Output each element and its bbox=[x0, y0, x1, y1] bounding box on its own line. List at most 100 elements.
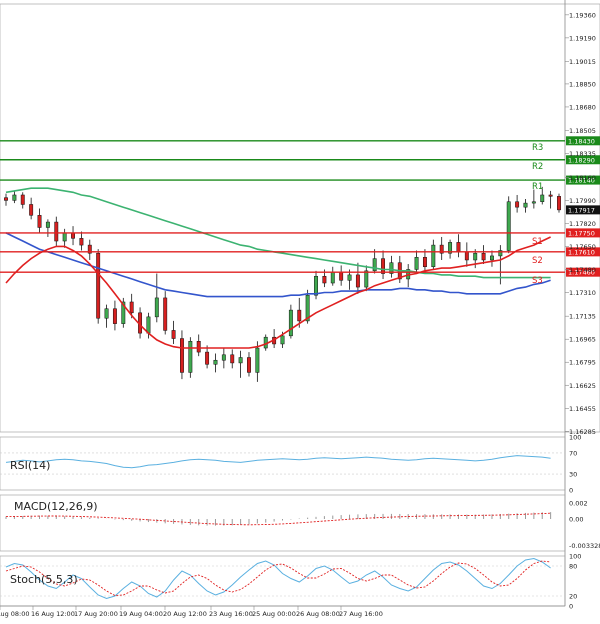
price-tick-label: 1.17310 bbox=[569, 289, 596, 297]
candle-bullish bbox=[490, 255, 494, 261]
candle-bearish bbox=[381, 258, 385, 274]
level-price-tag bbox=[566, 175, 600, 185]
time-tick-label: 20 Aug 12:00 bbox=[163, 610, 207, 618]
candle-bullish bbox=[498, 250, 503, 257]
candle-bullish bbox=[305, 294, 310, 322]
candle-bullish bbox=[12, 194, 17, 201]
price-tick-label: 1.17650 bbox=[569, 243, 596, 251]
candle-bullish bbox=[188, 341, 193, 373]
level-price-tag-label: 1.17610 bbox=[568, 248, 595, 256]
candle-bullish bbox=[221, 354, 226, 361]
level-name-r1: R1 bbox=[532, 182, 543, 192]
rsi-tick-label: 100 bbox=[569, 434, 581, 442]
level-price-tag-label: 1.18430 bbox=[568, 137, 595, 145]
time-tick-label: 26 Aug 08:00 bbox=[296, 610, 340, 618]
level-price-tag-label: 1.17460 bbox=[568, 269, 595, 277]
candle-bullish bbox=[280, 335, 285, 345]
candle-bearish bbox=[87, 244, 92, 254]
price-tick-label: 1.17990 bbox=[569, 197, 596, 205]
candle-bullish bbox=[255, 347, 260, 373]
time-tick-label: 16 Aug 12:00 bbox=[31, 610, 75, 618]
macd-label: MACD(12,26,9) bbox=[14, 500, 98, 513]
candle-bullish bbox=[414, 257, 419, 270]
candle-bearish bbox=[515, 201, 520, 208]
level-name-s2: S2 bbox=[532, 256, 543, 266]
candle-bullish bbox=[372, 258, 377, 272]
stoch-tick-label: 0 bbox=[569, 603, 573, 611]
main-panel-frame bbox=[0, 3, 600, 433]
stoch-panel-frame bbox=[0, 555, 566, 607]
price-tick-label: 1.19190 bbox=[569, 34, 596, 42]
candle-bearish bbox=[129, 301, 134, 314]
rsi-tick-label: 70 bbox=[569, 449, 577, 457]
current-price-tag bbox=[566, 205, 600, 215]
price-tick-label: 1.16455 bbox=[569, 405, 596, 413]
level-price-tag bbox=[566, 155, 600, 165]
candle-bearish bbox=[230, 354, 235, 364]
candle-bullish bbox=[154, 297, 159, 318]
macd-tick-label: 0.002 bbox=[569, 500, 588, 508]
candle-bullish bbox=[62, 232, 67, 242]
price-tick-label: 1.19360 bbox=[569, 11, 596, 19]
stoch-tick-label: 100 bbox=[569, 553, 581, 561]
candle-bullish bbox=[431, 244, 436, 268]
level-price-tag bbox=[566, 136, 600, 146]
level-price-tag-label: 1.17750 bbox=[568, 229, 595, 237]
candle-bullish bbox=[506, 201, 511, 251]
candle-bullish bbox=[146, 316, 151, 334]
macd-tick-label: -0.003328 bbox=[569, 542, 600, 550]
moving-average-blue bbox=[5, 232, 551, 298]
stoch-tick-label: 80 bbox=[569, 563, 577, 571]
candle-bearish bbox=[481, 252, 486, 261]
current-price-label: 1.17917 bbox=[568, 206, 595, 214]
level-price-tag bbox=[566, 228, 600, 238]
level-price-tag bbox=[566, 267, 600, 277]
price-tick-label: 1.18335 bbox=[569, 150, 596, 158]
price-tick-label: 1.17135 bbox=[569, 313, 596, 321]
candle-bullish bbox=[314, 275, 318, 296]
level-price-tag bbox=[566, 247, 600, 257]
price-tick-label: 1.18850 bbox=[569, 80, 596, 88]
stoch-label: Stoch(5,5,3) bbox=[10, 573, 78, 586]
candle-bearish bbox=[355, 274, 360, 288]
candle-bearish bbox=[163, 297, 168, 331]
time-tick-label: 27 Aug 16:00 bbox=[339, 610, 383, 618]
candle-bearish bbox=[4, 197, 8, 201]
price-tick-label: 1.18160 bbox=[569, 174, 596, 182]
candle-bullish bbox=[523, 202, 528, 208]
macd-tick-label: 0.00 bbox=[569, 516, 583, 524]
candle-bearish bbox=[171, 330, 176, 339]
candle-bearish bbox=[79, 238, 84, 246]
candle-bearish bbox=[180, 338, 184, 373]
candle-bullish bbox=[213, 359, 218, 365]
candle-bearish bbox=[322, 275, 327, 284]
rsi-label: RSI(14) bbox=[10, 459, 50, 472]
candle-bullish bbox=[347, 274, 352, 281]
candle-bearish bbox=[112, 308, 117, 324]
level-name-r2: R2 bbox=[532, 162, 543, 172]
candle-bullish bbox=[540, 194, 545, 202]
macd-panel-frame bbox=[0, 494, 566, 552]
time-tick-label: 19 Aug 04:00 bbox=[119, 610, 163, 618]
candle-bullish bbox=[238, 357, 243, 364]
rsi-line bbox=[5, 455, 551, 469]
candle-bearish bbox=[422, 257, 427, 268]
candle-bullish bbox=[389, 262, 394, 274]
time-tick-label: 25 Aug 00:00 bbox=[252, 610, 296, 618]
price-tick-label: 1.19015 bbox=[569, 58, 596, 66]
candle-bearish bbox=[439, 244, 444, 254]
candle-bullish bbox=[45, 221, 50, 228]
candle-bearish bbox=[96, 252, 101, 319]
candle-bearish bbox=[548, 194, 553, 197]
rsi-tick-label: 30 bbox=[569, 471, 577, 479]
candle-bearish bbox=[557, 196, 561, 211]
level-name-s1: S1 bbox=[532, 237, 543, 247]
candle-bearish bbox=[196, 341, 201, 353]
price-tick-label: 1.17820 bbox=[569, 220, 596, 228]
candle-bullish bbox=[448, 242, 453, 254]
moving-average-red bbox=[5, 236, 551, 349]
rsi-panel-frame bbox=[0, 436, 566, 491]
price-tick-label: 1.16965 bbox=[569, 336, 596, 344]
time-tick-label: Aug 08:00 bbox=[0, 610, 30, 618]
